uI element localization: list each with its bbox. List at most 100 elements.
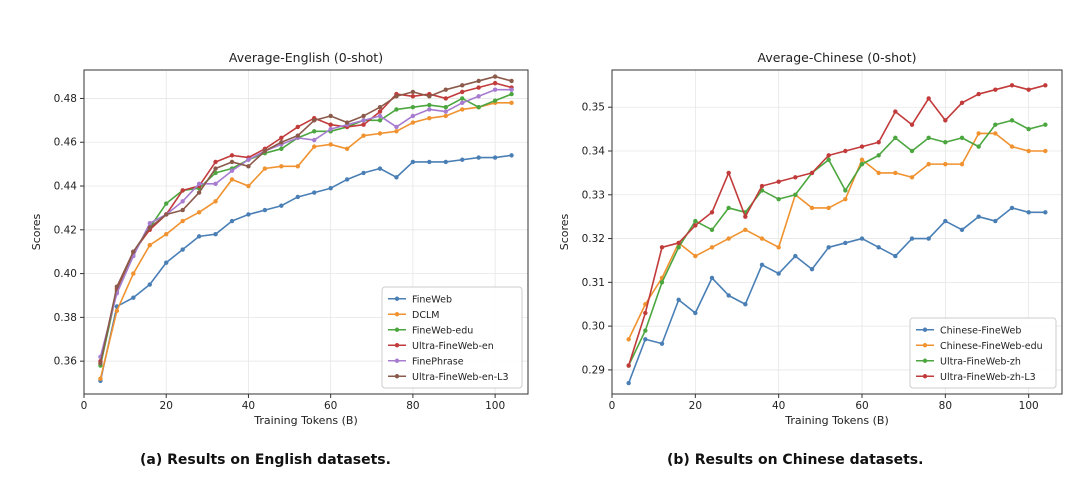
zh-data-point	[959, 161, 965, 167]
en-legend-marker	[394, 312, 400, 317]
zh-data-point	[976, 91, 981, 97]
zh-ytick-label: 0.34	[582, 146, 606, 158]
en-data-point	[98, 376, 103, 381]
zh-ytick-label: 0.35	[582, 102, 605, 114]
en-data-point	[394, 124, 399, 130]
zh-data-point	[643, 328, 648, 333]
en-data-point	[443, 105, 448, 110]
en-data-point	[246, 183, 251, 189]
en-data-point	[509, 78, 514, 84]
en-data-point	[476, 94, 481, 99]
zh-data-point	[1009, 83, 1015, 88]
en-data-point	[213, 159, 218, 165]
zh-series-line	[627, 132, 1046, 340]
zh-xtick-label: 60	[855, 400, 868, 412]
zh-data-point	[643, 310, 648, 316]
zh-data-point	[776, 196, 781, 202]
en-data-point	[312, 118, 317, 123]
en-legend-label: FinePhrase	[412, 356, 464, 367]
en-data-point	[476, 105, 481, 110]
en-data-point	[410, 120, 416, 125]
en-data-point	[460, 96, 465, 101]
zh-series-0	[626, 205, 1048, 386]
zh-data-point	[909, 148, 915, 154]
caption-chinese: (b) Results on Chinese datasets.	[667, 452, 924, 468]
zh-ytick-label: 0.29	[582, 364, 605, 376]
zh-data-point	[809, 170, 815, 176]
zh-data-point	[726, 293, 731, 298]
en-data-point	[279, 135, 284, 141]
en-legend-box	[381, 286, 523, 389]
zh-data-point	[1026, 126, 1031, 132]
en-data-point	[213, 181, 218, 187]
zh-data-point	[709, 245, 715, 250]
en-data-point	[147, 242, 152, 248]
en-data-point	[377, 109, 383, 114]
en-legend-marker	[394, 358, 400, 363]
en-data-point	[443, 159, 448, 165]
zh-data-point	[1026, 210, 1031, 215]
zh-data-point	[659, 280, 665, 285]
en-data-point	[312, 129, 317, 134]
zh-xtick-label: 80	[939, 400, 952, 412]
zh-data-point	[1026, 87, 1031, 92]
zh-data-point	[793, 175, 798, 180]
en-data-point	[377, 166, 383, 171]
en-data-point	[377, 113, 383, 119]
en-data-point	[229, 153, 235, 158]
en-ylabel: Scores	[30, 213, 43, 250]
en-data-point	[147, 282, 152, 287]
zh-data-point	[826, 205, 831, 211]
en-data-point	[344, 120, 350, 125]
en-legend-marker	[394, 374, 400, 379]
zh-data-point	[1009, 144, 1015, 149]
en-data-point	[131, 295, 136, 300]
en-data-point	[328, 186, 333, 191]
zh-data-point	[1026, 148, 1031, 154]
en-series-5	[98, 74, 514, 366]
en-data-point	[427, 107, 432, 112]
en-data-point	[509, 153, 514, 158]
en-ytick-label: 0.44	[54, 181, 78, 193]
zh-data-point	[976, 144, 981, 149]
zh-data-point	[626, 337, 631, 342]
en-legend-marker	[394, 327, 400, 332]
zh-data-point	[876, 153, 881, 158]
en-data-point	[213, 166, 218, 171]
en-data-point	[196, 210, 202, 215]
zh-xlabel: Training Tokens (B)	[784, 414, 889, 427]
zh-data-point	[859, 161, 865, 167]
en-data-point	[180, 247, 185, 252]
zh-data-point	[826, 157, 831, 162]
zh-data-point	[909, 236, 915, 241]
zh-data-point	[943, 161, 948, 167]
en-ytick-label: 0.48	[54, 93, 77, 105]
en-data-point	[180, 218, 185, 224]
en-xtick-label: 0	[81, 400, 88, 412]
en-data-point	[410, 105, 416, 110]
en-data-point	[131, 249, 136, 254]
en-data-point	[114, 308, 120, 314]
en-data-point	[279, 146, 284, 152]
en-data-point	[344, 146, 350, 152]
en-data-point	[164, 231, 169, 237]
chart-english: 0 20 40 60 80 100 0.36 0.38 0.40 0.42 0.44 0.46 0.48…	[30, 50, 529, 427]
en-data-point	[460, 157, 465, 162]
zh-data-point	[943, 118, 948, 123]
zh-legend-marker	[922, 374, 928, 379]
zh-data-point	[743, 302, 748, 307]
en-data-point	[460, 83, 465, 88]
zh-data-point	[926, 96, 931, 101]
zh-data-point	[659, 341, 665, 346]
zh-data-point	[993, 122, 998, 127]
zh-data-point	[959, 100, 965, 106]
en-data-point	[410, 113, 416, 119]
en-data-point	[427, 115, 432, 121]
zh-data-point	[826, 245, 831, 250]
zh-data-point	[1009, 118, 1015, 123]
en-data-point	[295, 164, 300, 169]
zh-data-point	[943, 218, 948, 224]
zh-data-point	[826, 153, 831, 158]
zh-legend-marker	[922, 358, 928, 363]
en-data-point	[213, 199, 218, 204]
